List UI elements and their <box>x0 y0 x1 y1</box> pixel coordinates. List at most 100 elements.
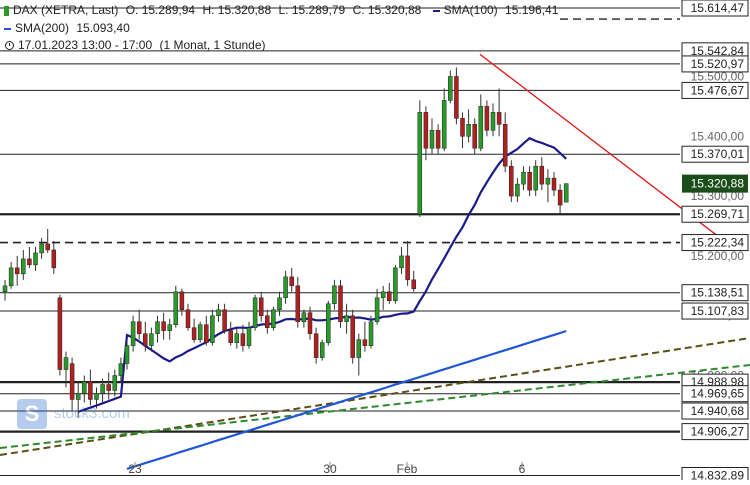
candle-down <box>502 124 508 167</box>
level-price-label: 15.476,67 <box>691 83 745 97</box>
open-value: O: 15.289,94 <box>125 3 196 17</box>
candle-up <box>380 291 386 299</box>
level-price-box <box>681 55 749 73</box>
candle-down <box>161 321 166 331</box>
x-tick-label: 6 <box>519 462 526 476</box>
y-tick-label: 15.200,00 <box>691 249 745 263</box>
candle-down <box>472 124 477 149</box>
candle-up <box>75 393 81 400</box>
period-text: 17.01.2023 13:00 - 17:00 <box>18 38 153 52</box>
candle-up <box>344 315 349 322</box>
candle-up <box>301 312 307 322</box>
candle-up <box>94 393 99 400</box>
sma100-value: 15.196,41 <box>505 3 559 17</box>
candle-down <box>435 130 441 149</box>
candle-down <box>527 171 532 191</box>
candle-down <box>539 165 545 185</box>
candle-up <box>429 130 435 149</box>
candle-down <box>557 189 563 206</box>
header-line-2: SMA(200) 15.093,40 <box>0 21 134 35</box>
candle-down <box>496 112 502 125</box>
level-price-label: 14.940,68 <box>691 404 745 418</box>
level-price-label: 14.969,65 <box>691 387 745 401</box>
sma100-line <box>77 136 567 413</box>
candle-down <box>484 106 490 131</box>
level-price-label: 15.138,51 <box>691 286 745 300</box>
close-value: C: 15.320,88 <box>352 3 422 17</box>
candle-down <box>179 291 185 310</box>
candle-down <box>405 255 410 281</box>
candle-up <box>277 297 282 310</box>
candle-down <box>204 324 209 343</box>
candle-up <box>197 324 203 340</box>
candle-down <box>509 165 514 197</box>
candle-down <box>258 297 264 316</box>
level-price-box <box>681 234 749 252</box>
candle-up <box>21 258 26 275</box>
level-price-label: 15.222,34 <box>691 236 745 250</box>
candle-up <box>118 363 124 376</box>
candle-up <box>39 243 44 254</box>
instrument-name: DAX (XETRA, Last) <box>13 3 119 17</box>
candle-up <box>2 285 8 293</box>
candle-down <box>57 297 63 370</box>
candle-up <box>167 324 172 331</box>
level-price-box <box>681 0 749 17</box>
candle-up <box>441 100 447 149</box>
candle-down <box>69 363 75 400</box>
level-price-label: 15.269,71 <box>691 207 745 221</box>
candle-up <box>112 375 118 391</box>
sma200-label: SMA(200) <box>15 21 70 35</box>
trendline-olive <box>0 337 750 456</box>
trendline-green <box>0 364 750 449</box>
candle-down <box>313 333 319 358</box>
level-price-box <box>681 205 749 223</box>
stock3-logo-text: stock3.com <box>54 405 130 422</box>
level-price-box <box>681 145 749 163</box>
candle-up <box>417 112 423 215</box>
candle-down <box>191 327 197 340</box>
header-line-3: 17.01.2023 13:00 - 17:00 (1 Monat, 1 Stu… <box>0 38 270 52</box>
candle-up <box>478 106 484 149</box>
candle-down <box>551 177 557 191</box>
y-tick-label: 15.500,00 <box>691 69 745 83</box>
candle-down <box>240 333 246 346</box>
candle-down <box>185 309 191 328</box>
x-tick-label: 30 <box>323 462 337 476</box>
candle-up <box>490 112 496 131</box>
level-price-label: 15.520,97 <box>691 57 745 71</box>
candle-up <box>216 309 221 316</box>
level-price-box <box>681 284 749 302</box>
candle-up <box>82 381 87 394</box>
level-price-box <box>681 402 749 420</box>
y-tick-label: 15.400,00 <box>691 129 745 143</box>
sma100-label: SMA(100) <box>443 3 498 17</box>
interval-text: (1 Monat, 1 Stunde) <box>159 38 266 52</box>
candle-up <box>234 333 240 343</box>
candle-up <box>155 321 160 334</box>
level-price-box <box>681 302 749 320</box>
candle-up <box>356 339 362 358</box>
low-value: L: 15.289,79 <box>278 3 346 17</box>
candle-down <box>307 312 313 334</box>
candle-down <box>423 112 429 149</box>
candle-down <box>88 381 93 400</box>
candle-down <box>289 276 294 287</box>
candle-up <box>149 333 154 346</box>
candle-up <box>124 345 130 364</box>
candle-up <box>399 255 404 269</box>
candle-up <box>393 267 398 302</box>
candle-up <box>563 183 569 203</box>
level-price-label: 15.614,47 <box>691 1 745 15</box>
candle-up <box>448 76 453 101</box>
candle-up <box>368 321 374 346</box>
candle-down <box>350 315 355 358</box>
x-tick-label: 23 <box>128 462 142 476</box>
candle-down <box>27 258 32 266</box>
sma200-line <box>126 329 567 470</box>
candle-down <box>106 384 111 391</box>
candle-down <box>228 330 233 343</box>
sma200-value: 15.093,40 <box>76 21 130 35</box>
candle-up <box>326 303 331 343</box>
